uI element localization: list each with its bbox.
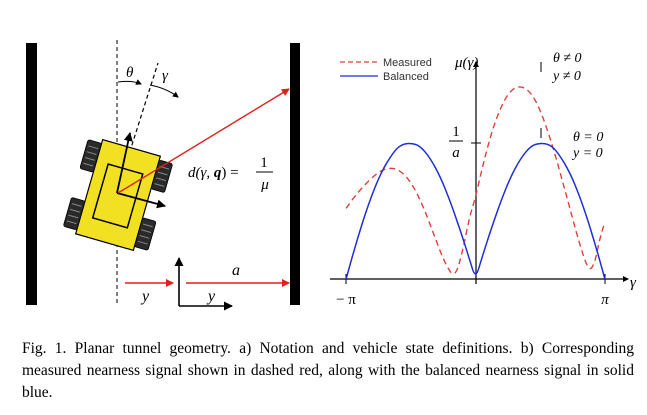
- tick-label-right: π: [601, 292, 609, 308]
- legend: Measured Balanced: [340, 57, 432, 83]
- tunnel-panel: θ γ: [26, 40, 300, 311]
- distance-eq-den: μ: [260, 177, 269, 193]
- figure-caption: Fig. 1. Planar tunnel geometry. a) Notat…: [22, 340, 634, 401]
- distance-eq-num: 1: [260, 155, 268, 171]
- tick-label-left: − π: [336, 292, 356, 308]
- gamma-arc: [149, 84, 179, 98]
- distance-equation: d(γ, q) = 1 μ: [188, 155, 273, 193]
- gamma-label: γ: [162, 68, 169, 84]
- y-label-right: y: [206, 288, 216, 305]
- y-tick-den: a: [452, 145, 460, 161]
- distance-eq-lhs: d(γ,: [188, 165, 214, 181]
- annot-balanced-line2: y = 0: [571, 146, 603, 161]
- theta-label: θ: [126, 65, 134, 81]
- tunnel-wall-right: [290, 43, 300, 305]
- body-axis-forward: [116, 132, 133, 194]
- legend-label-measured: Measured: [383, 57, 432, 69]
- series-balanced: [345, 142, 606, 280]
- annot-measured-line2: y ≠ 0: [551, 69, 581, 84]
- series-measured: [345, 86, 606, 275]
- distance-ray: [117, 88, 290, 194]
- tunnel-wall-left: [26, 43, 37, 305]
- wheel-treads: [66, 145, 170, 245]
- vehicle: [63, 138, 173, 252]
- x-axis-label: γ: [630, 275, 637, 291]
- legend-label-balanced: Balanced: [383, 71, 429, 83]
- a-label: a: [232, 262, 240, 279]
- theta-arc: [117, 79, 142, 85]
- y-label-left: y: [140, 288, 150, 305]
- nearness-chart: μ(γ) γ − π π 1 a θ ≠ 0 y ≠ 0 θ = 0 y = 0…: [330, 51, 637, 308]
- distance-eq-close: ) =: [221, 165, 238, 181]
- annot-measured-line1: θ ≠ 0: [553, 51, 582, 66]
- figure: θ γ: [26, 40, 637, 311]
- distance-eq-q: q: [214, 165, 222, 181]
- y-axis-label: μ(γ): [454, 55, 478, 71]
- y-tick-num: 1: [452, 124, 460, 140]
- annot-balanced-line1: θ = 0: [573, 130, 603, 145]
- vehicle-inner-frame: [91, 163, 144, 229]
- body-axis-lateral: [116, 192, 166, 209]
- vehicle-body: [74, 138, 162, 252]
- svg-text:d(γ, q) =: d(γ, q) =: [188, 165, 239, 181]
